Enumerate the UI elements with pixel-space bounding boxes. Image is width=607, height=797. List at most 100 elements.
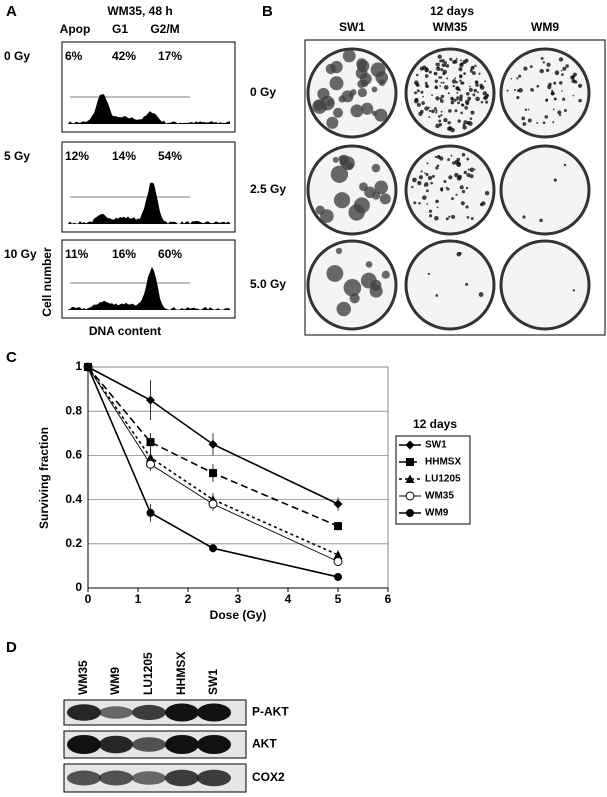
colony bbox=[465, 102, 469, 106]
percent: 6% bbox=[65, 49, 83, 63]
column-header: WM9 bbox=[531, 20, 559, 34]
colony bbox=[441, 63, 446, 67]
histogram bbox=[68, 94, 230, 124]
band bbox=[197, 734, 231, 755]
colony bbox=[418, 175, 424, 180]
colony bbox=[562, 97, 566, 101]
colony bbox=[563, 109, 567, 113]
dish bbox=[404, 144, 496, 236]
colony bbox=[461, 189, 466, 194]
colony bbox=[448, 109, 452, 113]
colony bbox=[436, 206, 439, 209]
colony bbox=[468, 87, 473, 92]
y-tick-label: 1 bbox=[75, 359, 82, 373]
colony bbox=[361, 79, 369, 88]
colony bbox=[469, 174, 474, 179]
lane-label: WM35 bbox=[76, 660, 90, 695]
colony bbox=[425, 189, 429, 193]
colony bbox=[545, 98, 549, 102]
colony bbox=[536, 84, 540, 88]
colony bbox=[455, 81, 459, 84]
colony bbox=[475, 96, 480, 102]
panel-title: 12 days bbox=[430, 4, 474, 18]
colony bbox=[559, 81, 563, 85]
colony bbox=[458, 67, 463, 72]
legend-marker bbox=[405, 474, 415, 483]
colony bbox=[437, 54, 442, 59]
colony bbox=[420, 170, 423, 173]
colony bbox=[428, 209, 433, 213]
colony bbox=[572, 94, 575, 97]
colony bbox=[578, 98, 582, 103]
colony bbox=[313, 100, 325, 111]
colony bbox=[518, 88, 523, 93]
colony bbox=[461, 103, 465, 107]
colony bbox=[459, 94, 463, 99]
colony bbox=[522, 215, 526, 219]
colony bbox=[447, 126, 452, 131]
colony bbox=[381, 270, 390, 279]
colony bbox=[450, 154, 453, 157]
colony bbox=[434, 86, 438, 89]
marker bbox=[146, 459, 155, 469]
colony bbox=[546, 62, 551, 67]
colony bbox=[428, 116, 431, 119]
panel-title: WM35, 48 h bbox=[107, 4, 172, 18]
colony bbox=[326, 99, 334, 107]
colony bbox=[458, 251, 462, 255]
colony bbox=[435, 199, 439, 204]
colony bbox=[452, 84, 455, 88]
colony bbox=[466, 216, 470, 219]
colony bbox=[474, 64, 477, 68]
colony bbox=[374, 108, 388, 122]
band bbox=[132, 737, 166, 752]
colony bbox=[333, 107, 343, 118]
colony bbox=[518, 74, 522, 78]
colony bbox=[447, 121, 451, 125]
colony bbox=[443, 117, 448, 123]
colony bbox=[416, 102, 421, 107]
colony bbox=[467, 168, 470, 171]
colony bbox=[424, 106, 429, 111]
colony bbox=[471, 66, 474, 69]
colony bbox=[521, 116, 526, 121]
colony bbox=[440, 110, 443, 113]
lane-label: SW1 bbox=[206, 669, 220, 695]
colony bbox=[464, 106, 468, 110]
colony bbox=[506, 89, 509, 92]
colony bbox=[452, 60, 456, 64]
colony bbox=[553, 97, 557, 101]
colony bbox=[469, 85, 471, 88]
band bbox=[99, 706, 133, 719]
colony bbox=[460, 62, 464, 66]
colony bbox=[478, 72, 481, 75]
colony bbox=[484, 190, 490, 196]
lane-label: LU1205 bbox=[141, 652, 155, 695]
percent: 60% bbox=[158, 247, 182, 261]
colony bbox=[459, 79, 462, 82]
percent: 42% bbox=[112, 49, 136, 63]
colony bbox=[413, 98, 419, 104]
colony bbox=[422, 95, 424, 98]
colony bbox=[484, 80, 487, 83]
colony bbox=[436, 164, 440, 168]
colony bbox=[345, 161, 354, 171]
colony bbox=[448, 215, 451, 218]
colony bbox=[438, 119, 442, 123]
colony bbox=[478, 292, 484, 297]
colony bbox=[422, 195, 427, 200]
lane-label: WM9 bbox=[108, 667, 122, 695]
colony bbox=[472, 93, 476, 97]
band bbox=[197, 703, 231, 722]
colony bbox=[454, 172, 459, 178]
colony bbox=[420, 90, 424, 94]
colony bbox=[457, 119, 461, 123]
marker bbox=[333, 550, 343, 559]
x-tick-label: 6 bbox=[385, 592, 392, 606]
colony bbox=[427, 175, 433, 181]
colony bbox=[424, 81, 428, 85]
histogram bbox=[68, 182, 230, 224]
legend-title: 12 days bbox=[413, 417, 457, 431]
colony bbox=[426, 162, 429, 165]
colony bbox=[479, 85, 485, 90]
